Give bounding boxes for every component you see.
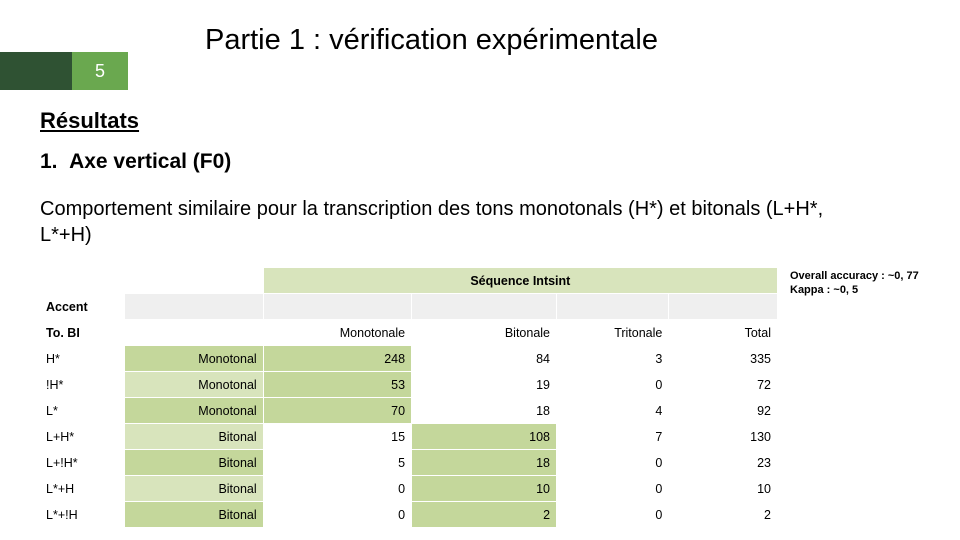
cell-mono: 70 bbox=[263, 398, 411, 424]
page-number-dark bbox=[0, 52, 72, 90]
cell-total: 72 bbox=[669, 372, 778, 398]
col-bitonale: Bitonale bbox=[412, 320, 557, 346]
cell-tri: 0 bbox=[557, 476, 669, 502]
cell-total: 23 bbox=[669, 450, 778, 476]
cell-total: 2 bbox=[669, 502, 778, 528]
cell-tri: 7 bbox=[557, 424, 669, 450]
cell-mono: 53 bbox=[263, 372, 411, 398]
page-number-badge: 5 bbox=[0, 52, 128, 90]
table-row-columns: To. BI Monotonale Bitonale Tritonale Tot… bbox=[40, 320, 778, 346]
cell-mono: 5 bbox=[263, 450, 411, 476]
table-row: L*Monotonal7018492 bbox=[40, 398, 778, 424]
list-number: 1. bbox=[40, 150, 64, 174]
cell-tri: 4 bbox=[557, 398, 669, 424]
results-table: Séquence Intsint Accent To. BI Monotonal… bbox=[40, 267, 778, 527]
metric-accuracy: Overall accuracy : ~0, 77 bbox=[790, 269, 919, 283]
cell-total: 10 bbox=[669, 476, 778, 502]
cell-mono: 0 bbox=[263, 502, 411, 528]
table-row: L+H*Bitonal151087130 bbox=[40, 424, 778, 450]
tobi-label: To. BI bbox=[40, 320, 124, 346]
cell-category: Monotonal bbox=[124, 346, 263, 372]
cell-total: 335 bbox=[669, 346, 778, 372]
cell-bi: 18 bbox=[412, 450, 557, 476]
table-row-accent: Accent bbox=[40, 294, 778, 320]
cell-bi: 19 bbox=[412, 372, 557, 398]
cell-tobi: L* bbox=[40, 398, 124, 424]
metrics-block: Overall accuracy : ~0, 77 Kappa : ~0, 5 bbox=[790, 269, 919, 298]
cell-mono: 15 bbox=[263, 424, 411, 450]
metric-kappa: Kappa : ~0, 5 bbox=[790, 283, 919, 297]
cell-category: Bitonal bbox=[124, 424, 263, 450]
cell-mono: 248 bbox=[263, 346, 411, 372]
cell-bi: 108 bbox=[412, 424, 557, 450]
cell-tobi: !H* bbox=[40, 372, 124, 398]
cell-category: Monotonal bbox=[124, 372, 263, 398]
list-item-1: 1. Axe vertical (F0) bbox=[40, 150, 231, 174]
cell-tobi: H* bbox=[40, 346, 124, 372]
cell-total: 92 bbox=[669, 398, 778, 424]
cell-category: Bitonal bbox=[124, 502, 263, 528]
cell-tri: 0 bbox=[557, 502, 669, 528]
list-label: Axe vertical (F0) bbox=[69, 150, 231, 173]
table-row: L*+HBitonal010010 bbox=[40, 476, 778, 502]
table-row: H*Monotonal248843335 bbox=[40, 346, 778, 372]
col-monotonale: Monotonale bbox=[263, 320, 411, 346]
section-heading: Résultats bbox=[40, 108, 139, 134]
table-row: L*+!HBitonal0202 bbox=[40, 502, 778, 528]
col-total: Total bbox=[669, 320, 778, 346]
accent-label: Accent bbox=[40, 294, 124, 320]
cell-tri: 3 bbox=[557, 346, 669, 372]
cell-total: 130 bbox=[669, 424, 778, 450]
cell-bi: 84 bbox=[412, 346, 557, 372]
cell-category: Bitonal bbox=[124, 450, 263, 476]
cell-category: Bitonal bbox=[124, 476, 263, 502]
cell-bi: 2 bbox=[412, 502, 557, 528]
cell-tri: 0 bbox=[557, 450, 669, 476]
cell-tobi: L*+H bbox=[40, 476, 124, 502]
col-tritonale: Tritonale bbox=[557, 320, 669, 346]
cell-tobi: L+!H* bbox=[40, 450, 124, 476]
cell-bi: 10 bbox=[412, 476, 557, 502]
cell-mono: 0 bbox=[263, 476, 411, 502]
cell-tobi: L*+!H bbox=[40, 502, 124, 528]
seq-header: Séquence Intsint bbox=[263, 268, 777, 294]
page-number: 5 bbox=[72, 52, 128, 90]
cell-category: Monotonal bbox=[124, 398, 263, 424]
description-text: Comportement similaire pour la transcrip… bbox=[40, 196, 860, 248]
table-row-seq-header: Séquence Intsint bbox=[40, 268, 778, 294]
cell-bi: 18 bbox=[412, 398, 557, 424]
slide-title: Partie 1 : vérification expérimentale bbox=[205, 24, 658, 57]
table-row: L+!H*Bitonal518023 bbox=[40, 450, 778, 476]
cell-tobi: L+H* bbox=[40, 424, 124, 450]
table-row: !H*Monotonal5319072 bbox=[40, 372, 778, 398]
cell-tri: 0 bbox=[557, 372, 669, 398]
